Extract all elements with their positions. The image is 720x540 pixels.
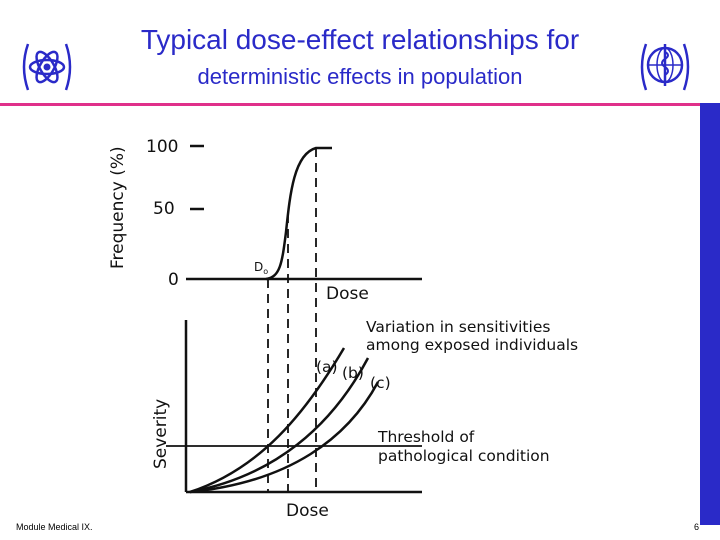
curve-label-c: (c) [370, 374, 391, 392]
curve-a [189, 347, 346, 494]
threshold-label-line2: pathological condition [378, 447, 550, 465]
title-line-1: Typical dose-effect relationships for [140, 24, 580, 55]
variation-label-line2: among exposed individuals [366, 336, 578, 354]
title-divider [0, 103, 720, 106]
slide-title: Typical dose-effect relationships for de… [0, 26, 720, 88]
dose-label-bottom: Dose [286, 501, 329, 521]
title-line-2: deterministic effects in population [197, 64, 523, 89]
tick-label-50: 50 [153, 199, 175, 219]
curve-label-a: (a) [316, 358, 338, 376]
threshold-marker: Do [254, 260, 268, 276]
dose-effect-figure: Frequency (%) 100 50 0 Do Dose Severity [108, 137, 578, 521]
dose-label-top: Dose [326, 284, 369, 304]
variation-label-line1: Variation in sensitivities [366, 318, 550, 336]
iaea-atom-logo-icon [22, 43, 72, 91]
severity-axis-label: Severity [151, 399, 171, 469]
tick-label-100: 100 [146, 137, 178, 157]
frequency-panel: Frequency (%) 100 50 0 Do Dose [108, 137, 422, 304]
frequency-axis-label: Frequency (%) [108, 146, 128, 269]
severity-panel: Severity Variation in sensitivities amon… [151, 318, 578, 521]
curve-c [189, 381, 380, 494]
tick-label-0: 0 [168, 270, 179, 290]
who-emblem-icon [640, 43, 690, 91]
page-number: 6 [694, 522, 700, 532]
threshold-label-line1: Threshold of [377, 428, 475, 446]
curve-b [189, 357, 370, 494]
curve-label-b: (b) [342, 364, 364, 382]
side-accent-bar [700, 103, 720, 525]
frequency-curve [265, 146, 332, 281]
footer-module-label: Module Medical IX. [16, 522, 93, 532]
